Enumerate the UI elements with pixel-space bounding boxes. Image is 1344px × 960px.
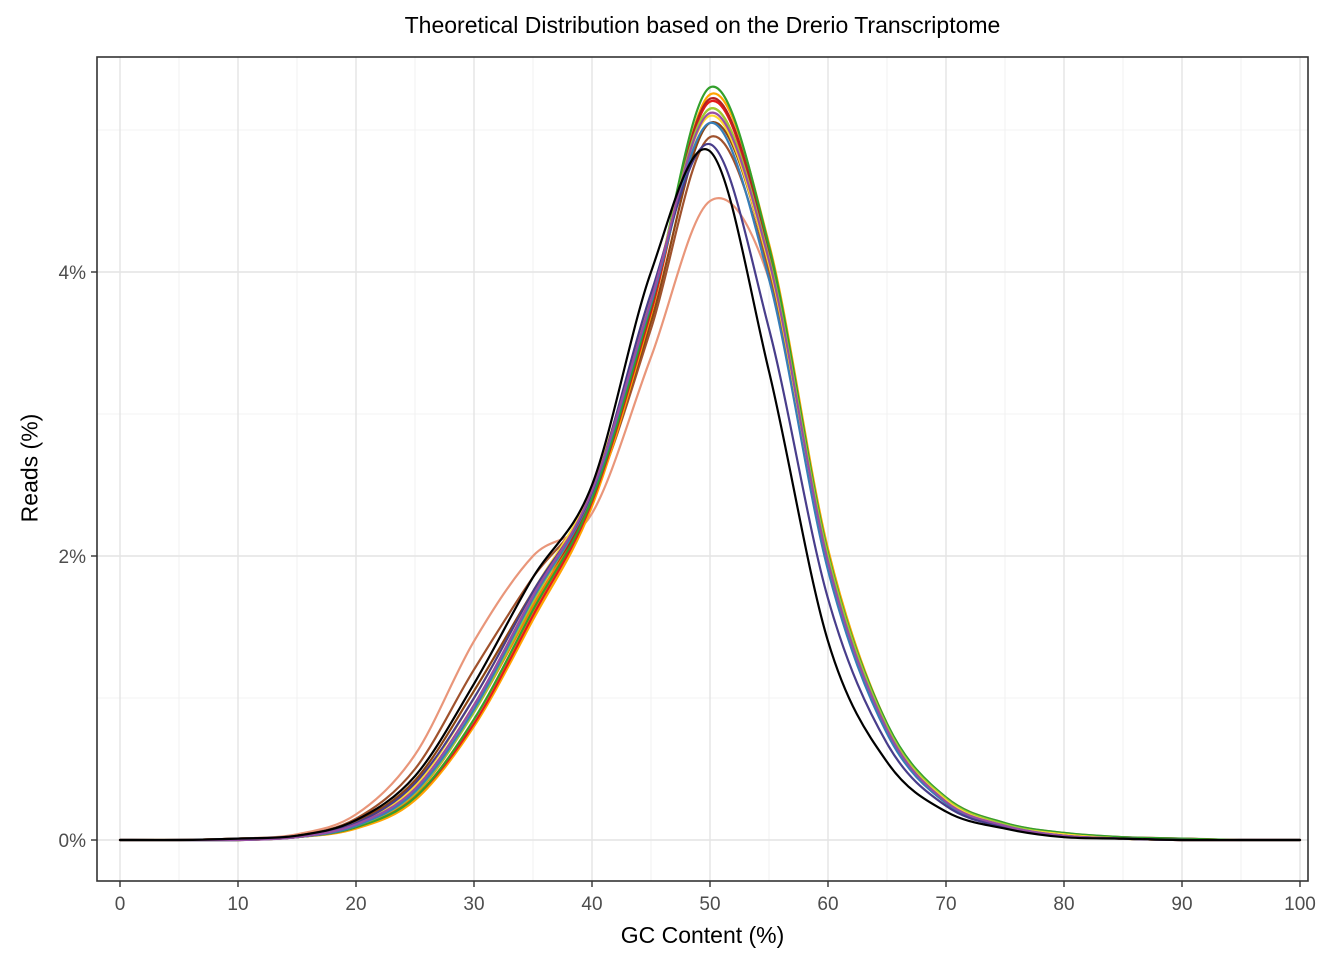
x-tick-label: 90 xyxy=(1171,894,1192,915)
y-tick-label: 2% xyxy=(59,547,87,568)
chart-title: Theoretical Distribution based on the Dr… xyxy=(404,12,1001,38)
series-line-sample-01 xyxy=(118,148,1302,842)
y-tick-label: 0% xyxy=(59,831,87,852)
x-axis-title: GC Content (%) xyxy=(620,922,785,948)
x-tick-label: 100 xyxy=(1284,894,1316,915)
series-line-sample-15 xyxy=(118,111,1302,842)
x-tick-label: 30 xyxy=(463,894,484,915)
y-axis-title: Reads (%) xyxy=(16,413,43,523)
series-line-sample-10 xyxy=(118,85,1302,842)
x-tick-label: 60 xyxy=(817,894,838,915)
x-tick-label: 80 xyxy=(1053,894,1074,915)
x-tick-label: 70 xyxy=(935,894,956,915)
y-tick-label: 4% xyxy=(59,263,87,284)
x-tick-label: 10 xyxy=(227,894,248,915)
x-tick-label: 40 xyxy=(581,894,602,915)
x-tick-label: 0 xyxy=(115,894,126,915)
x-tick-label: 20 xyxy=(345,894,366,915)
x-tick-label: 50 xyxy=(699,894,720,915)
